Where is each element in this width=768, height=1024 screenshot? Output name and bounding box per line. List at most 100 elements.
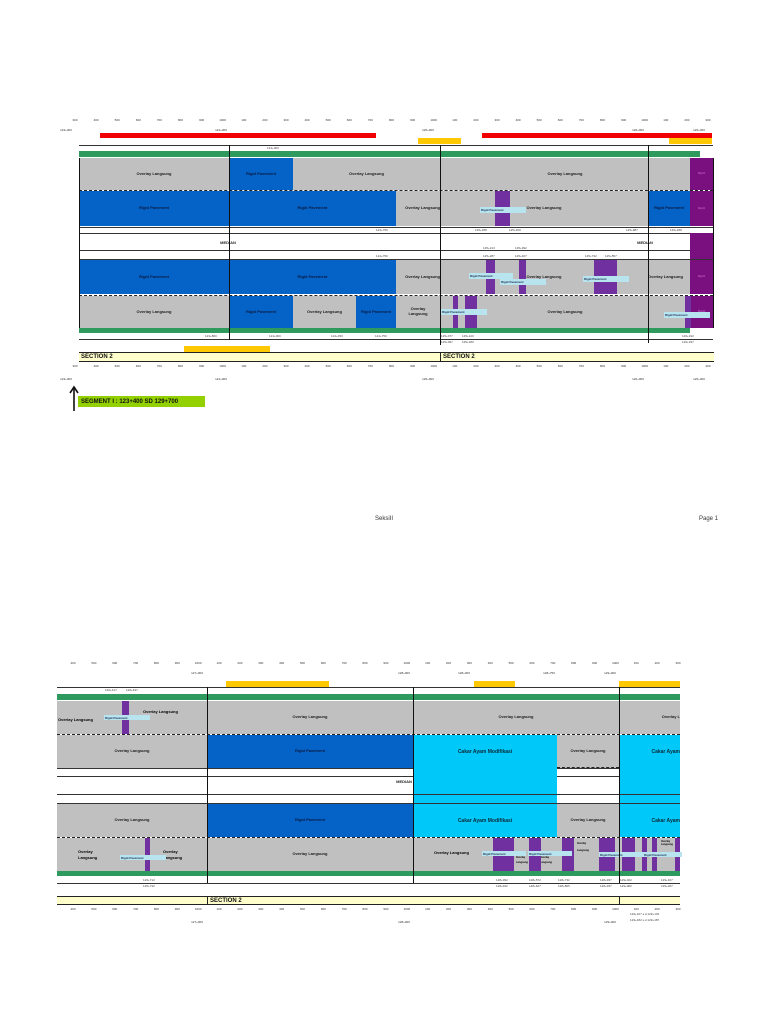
axis-tick-label: 100 <box>663 118 669 122</box>
axis-tick-label: 300 <box>258 661 264 665</box>
station-label: 124+750 <box>375 334 387 338</box>
axis-tick-label: 400 <box>70 907 76 911</box>
km-label: 127+000 <box>191 920 203 924</box>
axis-tick-label: 100 <box>452 364 458 368</box>
range-note: 129+182 s.d 129+187 <box>630 918 660 922</box>
lane-label: Overlay Langsung <box>58 717 93 722</box>
station-label: 124+000 <box>267 146 279 150</box>
km-label: 125+000 <box>422 128 434 132</box>
km-label: 124+000 <box>215 377 227 381</box>
axis-tick-label: 900 <box>592 661 598 665</box>
condition-bar-yellow <box>619 681 680 687</box>
oprit-median <box>690 233 713 259</box>
lane-label: Overlay Langsung <box>516 856 528 864</box>
median-cakar-ayam <box>413 768 557 804</box>
patch-rigid <box>562 838 574 871</box>
footer-sheet-name: SeksiII <box>375 516 394 522</box>
axis-tick-label: 900 <box>621 364 627 368</box>
km-label: 126+300 <box>693 128 705 132</box>
axis-tick-label: 400 <box>279 661 285 665</box>
km-label: 127+000 <box>191 671 203 675</box>
km-label: 123+300 <box>60 377 72 381</box>
lane-segment-overlay: Overlay Langsung <box>207 701 413 734</box>
road-edge-line <box>57 803 680 804</box>
lane-segment-overlay: Overlay Langsung <box>57 735 207 768</box>
lane-divider-dashed <box>79 295 713 296</box>
axis-tick-label: 600 <box>112 661 118 665</box>
axis-tick-label: 1000 <box>219 364 227 368</box>
axis-tick-label: 500 <box>508 907 514 911</box>
station-label: 125+097 <box>441 340 453 344</box>
station-label: 125+320 <box>509 228 521 232</box>
callout-rigid-pavement: Rigid Pavement <box>482 851 526 856</box>
axis-tick-label: 200 <box>237 907 243 911</box>
axis-tick-label: 1000 <box>612 907 619 911</box>
lane-edge <box>79 158 80 328</box>
condition-bar-red <box>100 133 376 138</box>
lane-divider-dashed <box>57 837 680 838</box>
axis-tick-label: 700 <box>578 118 584 122</box>
axis-tick-label: 500 <box>91 661 97 665</box>
axis-tick-label: 500 <box>299 907 305 911</box>
lane-segment-rigid: Rigid Pavement <box>356 296 396 328</box>
callout-rigid-pavement: Rigid Pavement <box>480 207 526 213</box>
lane-segment-rigid: Rigid Pavement <box>229 158 293 190</box>
axis-tick-label: 100 <box>216 907 222 911</box>
axis-tick-label: 300 <box>72 364 78 368</box>
lane-segment-rigid: Rigid Pavement <box>229 296 293 328</box>
station-label: 129+082 <box>620 884 632 888</box>
km-label: 128+000 <box>398 671 410 675</box>
road-edge-line <box>79 145 713 146</box>
lane-segment-overlay: Overlay Langsung <box>557 735 619 768</box>
station-label: 125+180 <box>462 340 474 344</box>
station-label: 126+188 <box>670 228 682 232</box>
lane-segment-oprit: Oprit <box>690 260 713 294</box>
station-label: 126+337 <box>682 340 694 344</box>
axis-tick-label: 900 <box>410 364 416 368</box>
axis-tick-label: 200 <box>654 661 660 665</box>
lane-edge <box>713 158 714 328</box>
km-label: 124+000 <box>215 128 227 132</box>
lane-segment-overlay: Overlay Langsung <box>648 260 690 294</box>
station-label: 128+805 <box>558 884 570 888</box>
axis-tick-label: 200 <box>446 661 452 665</box>
km-label: 128+300 <box>458 671 470 675</box>
condition-bar-yellow <box>474 681 515 687</box>
axis-tick-label: 1000 <box>641 118 649 122</box>
km-label: 126+000 <box>632 377 644 381</box>
axis-tick-label: 800 <box>388 364 395 368</box>
lane-segment-overlay <box>57 701 207 734</box>
axis-tick-label: 300 <box>466 661 472 665</box>
lane-label: Overlay Langsung <box>577 842 589 852</box>
callout-rigid-pavement: Rigid Pavement <box>664 312 710 318</box>
segment-label: SEGMENT I : 123+400 SD 129+700 <box>78 396 205 407</box>
km-label: 125+000 <box>422 377 434 381</box>
axis-tick-label: 100 <box>241 118 247 122</box>
axis-tick-label: 300 <box>705 364 711 368</box>
lane-segment-overlay <box>57 838 207 871</box>
road-edge-line <box>57 883 680 884</box>
axis-tick-label: 300 <box>705 118 711 122</box>
road-edge-line <box>79 250 690 251</box>
lane-segment-overlay: Overlay Langsung <box>57 804 207 837</box>
axis-tick-label: 500 <box>114 364 120 368</box>
axis-tick-label: 800 <box>362 661 368 665</box>
callout-rigid-pavement: Rigid Pavement <box>599 852 643 857</box>
station-label: 124+750 <box>376 228 388 232</box>
lane-segment-overlay: Overlay Langsung <box>440 191 648 226</box>
station-label: 125+287 <box>483 254 495 258</box>
axis-tick-label: 700 <box>133 661 139 665</box>
axis-tick-label: 700 <box>367 118 373 122</box>
station-label: 125+732 <box>585 254 597 258</box>
lane-segment-overlay: Overlay Langsung <box>207 838 413 871</box>
axis-tick-label: 700 <box>550 661 556 665</box>
lane-divider-dashed <box>79 190 713 191</box>
lane-segment-oprit: Oprit <box>690 191 713 226</box>
section-band: SECTION 2 <box>440 352 714 362</box>
axis-tick-label: 900 <box>383 907 389 911</box>
patch-rigid <box>122 701 129 734</box>
station-label: 128+572 <box>529 878 541 882</box>
callout-rigid-pavement: Rigid Pavement <box>104 715 150 720</box>
axis-tick-label: 200 <box>262 118 268 122</box>
km-label: 126+000 <box>632 128 644 132</box>
